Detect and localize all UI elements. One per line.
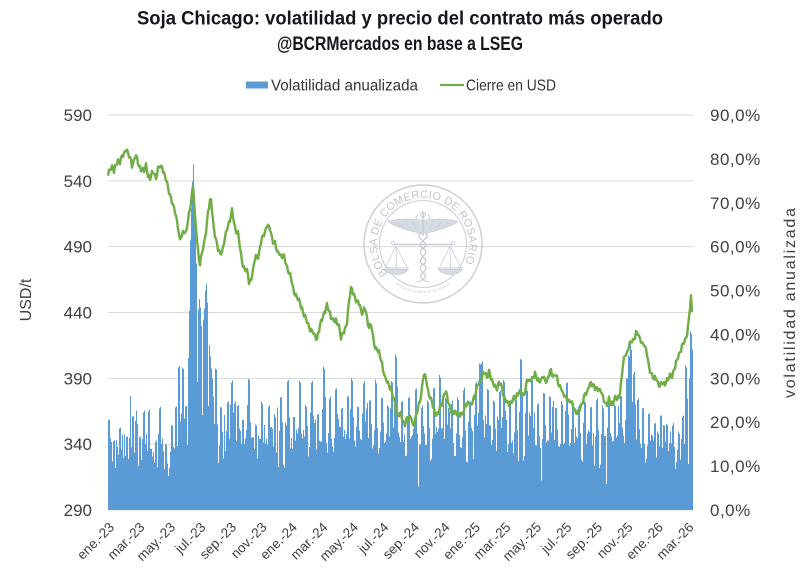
svg-text:60,0%: 60,0% bbox=[710, 238, 761, 257]
svg-text:80,0%: 80,0% bbox=[710, 150, 761, 169]
svg-text:20,0%: 20,0% bbox=[710, 413, 761, 432]
svg-text:0,0%: 0,0% bbox=[710, 501, 751, 520]
svg-text:340: 340 bbox=[64, 435, 92, 454]
svg-text:390: 390 bbox=[64, 369, 92, 388]
svg-text:Soja Chicago: volatilidad y pr: Soja Chicago: volatilidad y precio del c… bbox=[137, 8, 663, 29]
svg-text:USD/t: USD/t bbox=[18, 278, 35, 321]
svg-text:490: 490 bbox=[64, 238, 92, 257]
svg-text:@BCRMercados en base a LSEG: @BCRMercados en base a LSEG bbox=[277, 34, 523, 55]
svg-text:290: 290 bbox=[64, 501, 92, 520]
svg-text:50,0%: 50,0% bbox=[710, 282, 761, 301]
svg-text:10,0%: 10,0% bbox=[710, 457, 761, 476]
svg-text:540: 540 bbox=[64, 172, 92, 191]
svg-text:40,0%: 40,0% bbox=[710, 325, 761, 344]
svg-text:440: 440 bbox=[64, 304, 92, 323]
svg-text:30,0%: 30,0% bbox=[710, 369, 761, 388]
svg-text:590: 590 bbox=[64, 106, 92, 125]
svg-text:Volatilidad anualizada: Volatilidad anualizada bbox=[271, 78, 418, 95]
svg-text:90,0%: 90,0% bbox=[710, 106, 761, 125]
svg-text:70,0%: 70,0% bbox=[710, 194, 761, 213]
svg-text:Cierre en USD: Cierre en USD bbox=[466, 78, 556, 95]
